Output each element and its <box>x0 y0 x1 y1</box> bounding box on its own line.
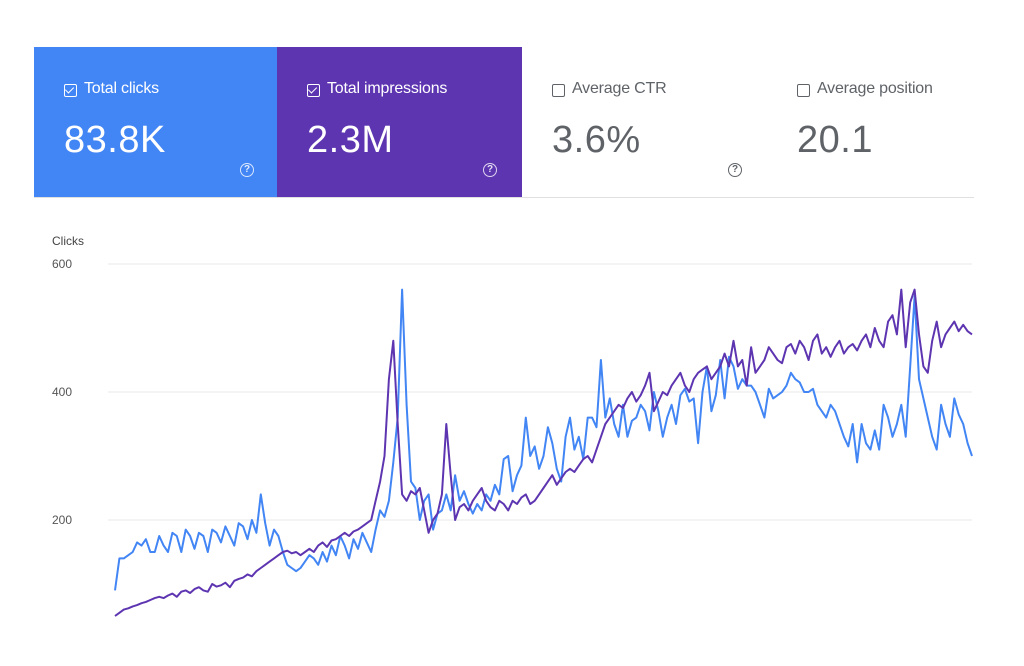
y-axis-title: Clicks <box>52 234 84 248</box>
chart-series <box>114 288 973 617</box>
clicks-series-line <box>114 288 973 591</box>
checkbox-unchecked-icon[interactable] <box>552 84 565 97</box>
y-tick-label: 600 <box>52 257 72 271</box>
help-icon[interactable]: ? <box>483 163 497 177</box>
card-label: Average position <box>817 80 933 97</box>
card-value: 3.6% <box>552 119 641 161</box>
chart-grid <box>108 263 972 521</box>
card-label: Average CTR <box>572 80 667 97</box>
card-total-clicks[interactable]: Total clicks 83.8K ? <box>34 47 277 197</box>
card-value: 83.8K <box>64 119 166 161</box>
help-icon[interactable]: ? <box>728 163 742 177</box>
card-average-position[interactable]: Average position 20.1 <box>767 47 974 197</box>
card-label: Total impressions <box>327 80 448 97</box>
help-icon[interactable]: ? <box>240 163 254 177</box>
card-value: 20.1 <box>797 119 873 161</box>
card-average-ctr[interactable]: Average CTR 3.6% ? <box>522 47 767 197</box>
performance-line-chart: Clicks 200 400 600 <box>52 234 973 617</box>
y-tick-label: 400 <box>52 385 72 399</box>
checkbox-checked-icon[interactable] <box>64 84 77 97</box>
checkbox-checked-icon[interactable] <box>307 84 320 97</box>
card-label: Total clicks <box>84 80 159 97</box>
card-total-impressions[interactable]: Total impressions 2.3M ? <box>277 47 522 197</box>
metric-cards: Total clicks 83.8K ? Total impressions 2… <box>34 47 974 198</box>
y-axis-ticks: 200 400 600 <box>52 257 72 527</box>
card-value: 2.3M <box>307 119 394 161</box>
checkbox-unchecked-icon[interactable] <box>797 84 810 97</box>
y-tick-label: 200 <box>52 513 72 527</box>
impressions-series-line <box>114 288 973 617</box>
